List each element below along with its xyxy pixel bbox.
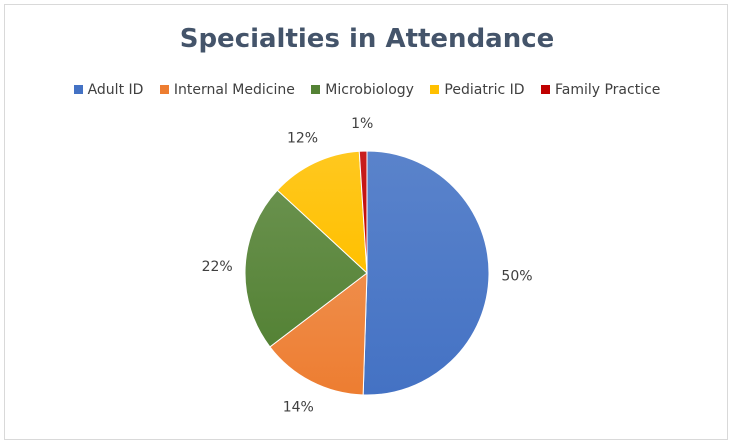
legend-item-family-practice: Family Practice	[540, 82, 661, 98]
legend-item-internal-medicine: Internal Medicine	[159, 82, 295, 98]
pie-slice-internal-medicine	[269, 271, 368, 396]
pie-slice-family-practice	[358, 150, 368, 274]
data-label-family-practice: 1%	[351, 116, 373, 132]
legend-item-pediatric-id: Pediatric ID	[430, 82, 525, 98]
legend-swatch	[311, 85, 321, 94]
legend-label: Adult ID	[87, 82, 144, 98]
legend-swatch	[430, 85, 440, 94]
legend-swatch	[540, 85, 550, 94]
legend-label: Internal Medicine	[173, 82, 295, 98]
data-label-internal-medicine: 14%	[283, 399, 314, 415]
chart-title: Specialties in Attendance	[179, 24, 555, 54]
legend-swatch	[73, 85, 83, 94]
legend-item-microbiology: Microbiology	[311, 82, 414, 98]
legend-label: Pediatric ID	[444, 82, 525, 98]
legend-swatch	[159, 85, 169, 94]
legend: Adult ID Internal Medicine Microbiology …	[0, 82, 734, 98]
legend-label: Microbiology	[325, 82, 414, 98]
pie-slice-pediatric-id	[276, 150, 368, 275]
data-label-microbiology: 22%	[202, 259, 233, 275]
legend-item-adult-id: Adult ID	[73, 82, 144, 98]
pie-slice-adult-id	[362, 150, 490, 396]
data-label-pediatric-id: 12%	[287, 131, 318, 147]
legend-label: Family Practice	[554, 82, 661, 98]
data-label-adult-id: 50%	[501, 268, 532, 284]
pie-slice-microbiology	[244, 189, 368, 348]
